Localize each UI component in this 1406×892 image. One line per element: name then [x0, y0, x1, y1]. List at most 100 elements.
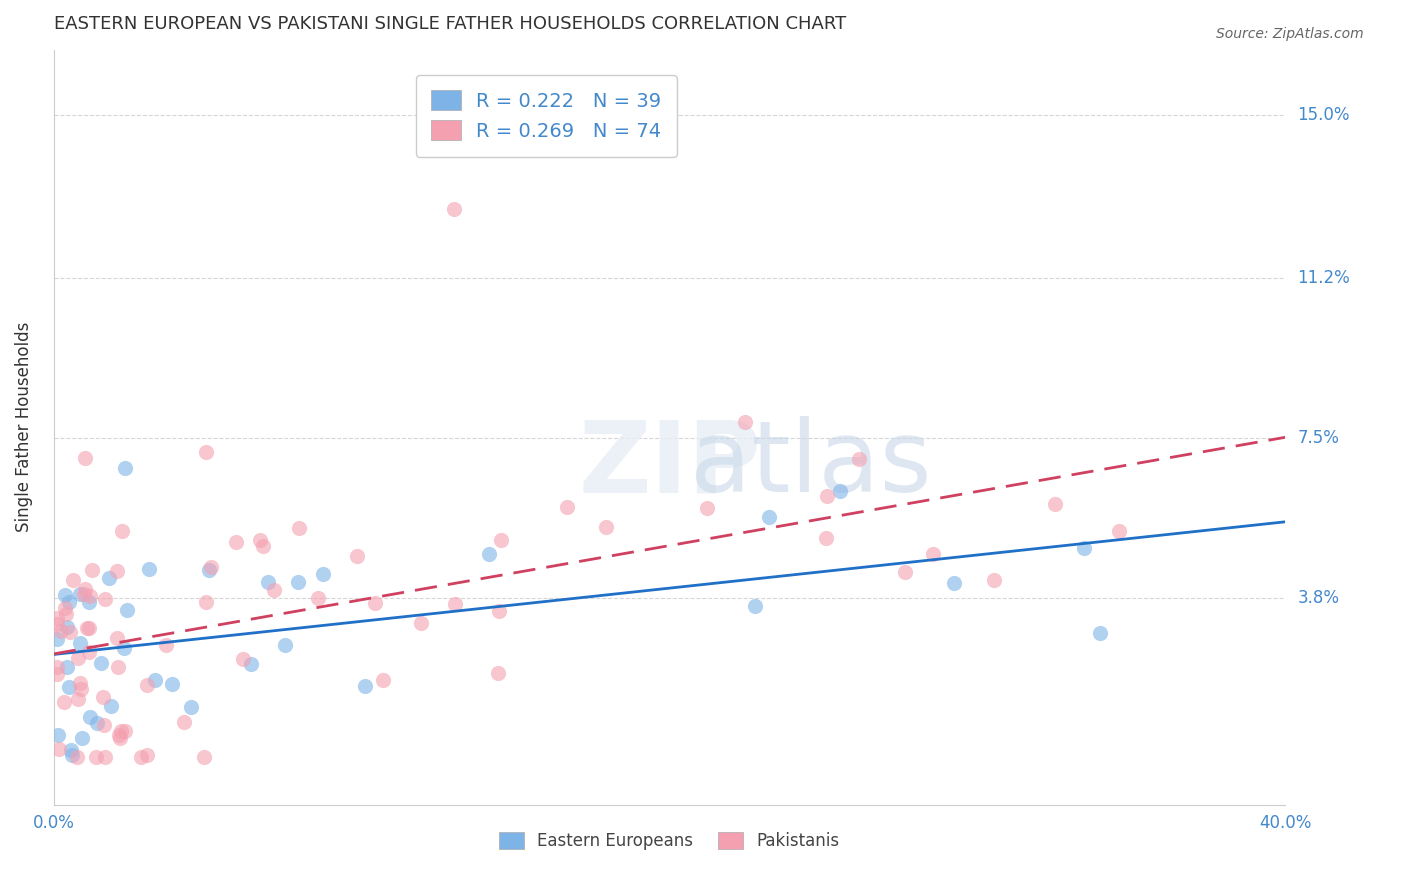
Point — [249, 533, 271, 547]
Point — [486, 665, 509, 680]
Point — [93, 718, 115, 732]
Point — [195, 445, 218, 459]
Point — [894, 565, 917, 579]
Point — [197, 563, 219, 577]
Point — [110, 724, 132, 739]
Point — [45, 611, 67, 625]
Point — [114, 461, 136, 475]
Text: atlas: atlas — [690, 417, 932, 514]
Point — [443, 202, 465, 217]
Point — [66, 750, 89, 764]
Text: EASTERN EUROPEAN VS PAKISTANI SINGLE FATHER HOUSEHOLDS CORRELATION CHART: EASTERN EUROPEAN VS PAKISTANI SINGLE FAT… — [53, 15, 846, 33]
Point — [53, 600, 76, 615]
Point — [129, 750, 152, 764]
Point — [69, 676, 91, 690]
Point — [173, 715, 195, 730]
Point — [307, 591, 329, 605]
Point — [922, 547, 945, 561]
Point — [263, 583, 285, 598]
Point — [48, 742, 70, 756]
Point — [55, 588, 77, 602]
Point — [200, 560, 222, 574]
Point — [312, 566, 335, 581]
Text: 15.0%: 15.0% — [1298, 105, 1350, 123]
Point — [815, 490, 838, 504]
Point — [100, 698, 122, 713]
Point — [51, 624, 73, 638]
Point — [232, 652, 254, 666]
Point — [105, 564, 128, 578]
Point — [94, 591, 117, 606]
Point — [79, 710, 101, 724]
Point — [76, 621, 98, 635]
Point — [66, 650, 89, 665]
Point — [180, 700, 202, 714]
Point — [56, 660, 79, 674]
Text: 11.2%: 11.2% — [1298, 269, 1350, 287]
Point — [252, 539, 274, 553]
Point — [84, 750, 107, 764]
Point — [814, 531, 837, 545]
Point — [62, 573, 84, 587]
Point — [943, 575, 966, 590]
Point — [373, 673, 395, 687]
Point — [77, 621, 100, 635]
Point — [45, 667, 67, 681]
Point — [274, 638, 297, 652]
Point — [60, 747, 83, 762]
Point — [70, 731, 93, 746]
Point — [58, 595, 80, 609]
Point — [491, 533, 513, 547]
Point — [555, 500, 578, 514]
Point — [115, 603, 138, 617]
Point — [696, 500, 718, 515]
Point — [69, 586, 91, 600]
Point — [75, 582, 97, 596]
Point — [59, 743, 82, 757]
Point — [135, 678, 157, 692]
Point — [105, 632, 128, 646]
Text: 3.8%: 3.8% — [1298, 589, 1340, 607]
Point — [69, 682, 91, 697]
Point — [225, 534, 247, 549]
Point — [478, 547, 501, 561]
Point — [758, 510, 780, 524]
Point — [136, 747, 159, 762]
Point — [73, 587, 96, 601]
Point — [46, 660, 69, 674]
Y-axis label: Single Father Households: Single Father Households — [15, 322, 32, 533]
Point — [287, 574, 309, 589]
Point — [409, 616, 432, 631]
Point — [108, 728, 131, 742]
Point — [107, 660, 129, 674]
Point — [595, 520, 617, 534]
Point — [77, 595, 100, 609]
Point — [239, 657, 262, 671]
Point — [59, 624, 82, 639]
Point — [160, 677, 183, 691]
Point — [1073, 541, 1095, 555]
Point — [53, 695, 76, 709]
Point — [111, 524, 134, 539]
Point — [256, 574, 278, 589]
Point — [155, 638, 177, 652]
Point — [94, 750, 117, 764]
Point — [112, 641, 135, 656]
Point — [45, 617, 67, 632]
Point — [193, 750, 215, 764]
Point — [194, 595, 217, 609]
Text: Source: ZipAtlas.com: Source: ZipAtlas.com — [1216, 27, 1364, 41]
Point — [288, 521, 311, 535]
Point — [73, 450, 96, 465]
Point — [138, 561, 160, 575]
Text: 7.5%: 7.5% — [1298, 429, 1340, 447]
Point — [1108, 524, 1130, 539]
Point — [1088, 626, 1111, 640]
Point — [58, 680, 80, 694]
Point — [114, 723, 136, 738]
Point — [86, 716, 108, 731]
Point — [108, 731, 131, 746]
Point — [91, 690, 114, 705]
Point — [983, 573, 1005, 587]
Point — [77, 645, 100, 659]
